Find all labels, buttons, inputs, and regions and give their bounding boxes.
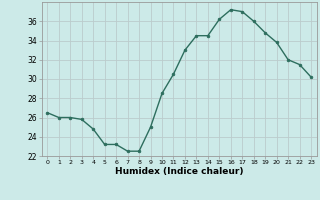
X-axis label: Humidex (Indice chaleur): Humidex (Indice chaleur) — [115, 167, 244, 176]
